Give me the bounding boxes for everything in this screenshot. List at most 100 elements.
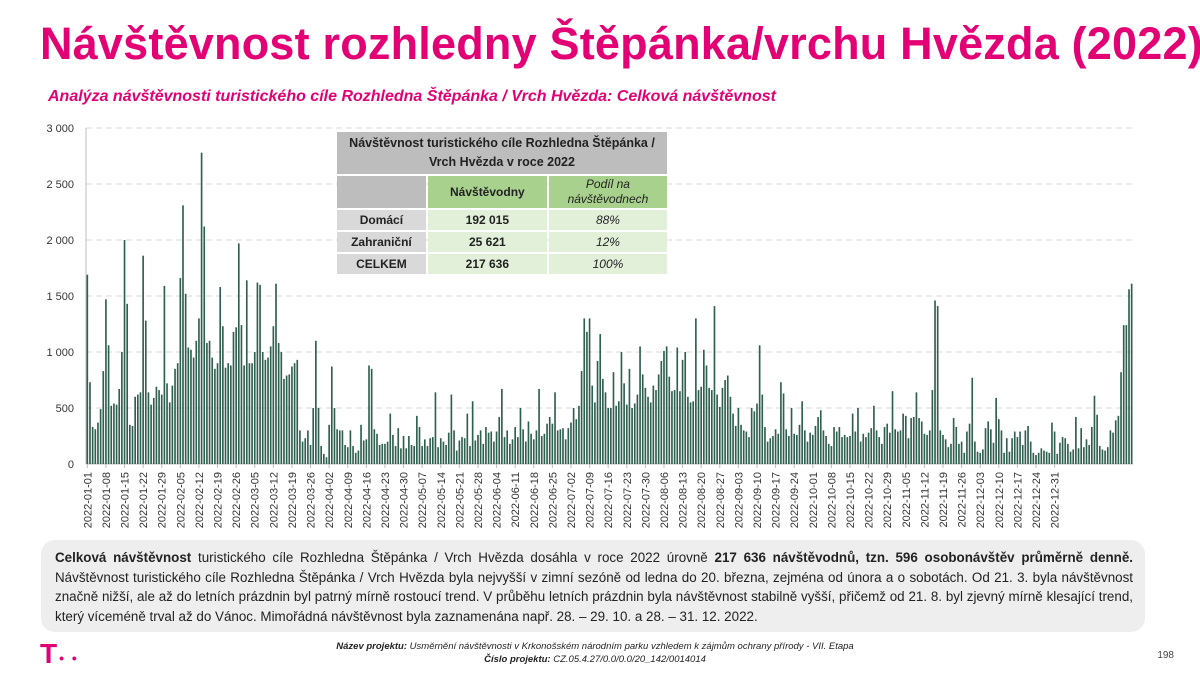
chart-bar (139, 392, 142, 464)
chart-bar (503, 437, 506, 464)
chart-bar (524, 441, 527, 464)
chart-bar (644, 387, 647, 464)
chart-bar (567, 428, 570, 464)
chart-bar (166, 383, 168, 464)
chart-bar (835, 431, 838, 464)
chart-bar (668, 376, 671, 464)
x-tick-label: 2022-02-26 (231, 472, 243, 528)
chart-bar (357, 450, 360, 464)
chart-bar (253, 352, 256, 464)
chart-bar (384, 443, 386, 464)
chart-bar (641, 374, 644, 464)
chart-bar (873, 405, 875, 464)
chart-bar (301, 441, 304, 464)
chart-bar (392, 434, 394, 464)
chart-bar (737, 408, 740, 464)
chart-bar (958, 443, 960, 464)
chart-bar (578, 405, 580, 464)
chart-bar (710, 390, 713, 464)
chart-bar (594, 402, 596, 464)
chart-bar (947, 447, 950, 464)
chart-bar (235, 327, 237, 464)
chart-bar (1048, 452, 1051, 464)
chart-bar (471, 401, 474, 464)
chart-bar (243, 365, 245, 464)
summary-table-corner (337, 176, 426, 208)
chart-bar (118, 388, 121, 464)
chart-bar (455, 450, 458, 464)
chart-bar (509, 443, 511, 464)
chart-bar (695, 318, 697, 464)
chart-bar (764, 427, 766, 464)
chart-bar (623, 383, 625, 464)
chart-bar (944, 439, 947, 464)
page-subtitle: Analýza návštěvnosti turistického cíle R… (48, 88, 776, 105)
chart-bar (144, 320, 147, 464)
chart-bar (113, 403, 115, 464)
chart-bar (208, 340, 211, 464)
x-tick-label: 2022-03-12 (268, 472, 280, 528)
chart-bar (187, 347, 190, 464)
chart-bar (1075, 416, 1077, 464)
chart-bar (431, 437, 434, 464)
chart-bar (625, 404, 628, 464)
chart-bar (267, 357, 269, 464)
chart-bar (341, 430, 344, 464)
chart-bar (269, 346, 272, 464)
chart-bar (349, 430, 352, 464)
chart-bar (798, 424, 801, 464)
chart-bar (230, 365, 232, 464)
chart-bar (354, 452, 357, 464)
x-tick-label: 2022-01-15 (120, 472, 132, 528)
chart-bar (846, 437, 849, 464)
chart-bar (554, 392, 556, 464)
chart-bar (192, 357, 195, 464)
chart-bar (540, 436, 543, 464)
chart-bar (692, 401, 695, 464)
chart-bar (439, 438, 442, 464)
chart-bar (450, 394, 453, 464)
chart-bar (750, 408, 753, 464)
chart-bar (612, 372, 615, 464)
chart-bar (915, 392, 918, 464)
x-tick-label: 2022-12-03 (975, 472, 987, 528)
y-tick-label: 1 000 (46, 347, 74, 359)
x-tick-label: 2022-09-03 (733, 472, 745, 528)
chart-bar (772, 436, 774, 464)
chart-bar (681, 359, 684, 464)
chart-bar (532, 439, 535, 464)
chart-bar (615, 405, 617, 464)
chart-bar (912, 416, 915, 464)
chart-bar (511, 439, 514, 464)
chart-bar (671, 391, 673, 464)
chart-bar (559, 429, 562, 464)
chart-bar (461, 437, 463, 464)
chart-bar (862, 433, 865, 464)
x-tick-label: 2022-04-30 (399, 472, 411, 528)
chart-bar (785, 429, 788, 464)
chart-bar (806, 441, 809, 464)
chart-bar (907, 438, 910, 464)
chart-bar (1059, 442, 1061, 464)
chart-bar (94, 429, 97, 464)
chart-bar (283, 378, 285, 464)
chart-bar (830, 446, 833, 464)
chart-bar (381, 443, 384, 464)
chart-bar (883, 427, 886, 464)
x-tick-label: 2022-05-14 (436, 472, 448, 528)
chart-bar (1067, 443, 1069, 464)
chart-bar (1003, 452, 1005, 464)
chart-bar (426, 446, 429, 464)
chart-bar (724, 380, 726, 464)
chart-bar (1000, 430, 1003, 464)
summary-text-box: Celková návštěvnost turistického cíle Ro… (41, 540, 1145, 632)
chart-bar (700, 386, 703, 464)
chart-bar (400, 448, 402, 464)
chart-bar (296, 359, 299, 464)
chart-bar (684, 352, 687, 464)
chart-bar (1096, 414, 1098, 464)
chart-bar (875, 430, 878, 464)
chart-bar (583, 318, 586, 464)
chart-bar (1069, 451, 1072, 464)
chart-bar (485, 427, 487, 464)
